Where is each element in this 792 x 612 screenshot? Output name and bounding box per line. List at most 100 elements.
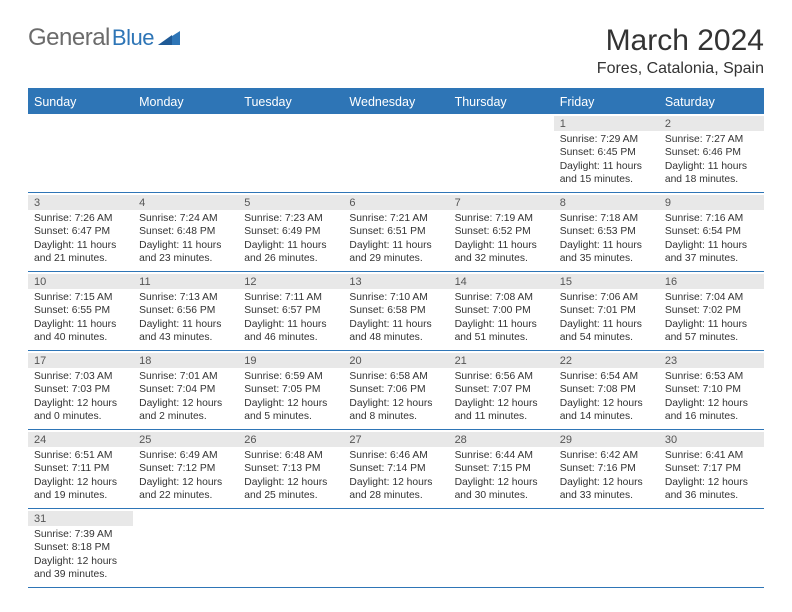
- sunset-line: Sunset: 6:54 PM: [665, 225, 758, 238]
- day-empty: [133, 509, 238, 587]
- sunset-line: Sunset: 7:02 PM: [665, 304, 758, 317]
- sunset-line: Sunset: 6:52 PM: [455, 225, 548, 238]
- weekday-saturday: Saturday: [659, 90, 764, 114]
- week-row: 31Sunrise: 7:39 AMSunset: 8:18 PMDayligh…: [28, 509, 764, 588]
- day-number: 15: [554, 274, 659, 289]
- day-5: 5Sunrise: 7:23 AMSunset: 6:49 PMDaylight…: [238, 193, 343, 271]
- sunset-line: Sunset: 6:58 PM: [349, 304, 442, 317]
- sunrise-line: Sunrise: 7:23 AM: [244, 212, 337, 225]
- daylight-line: Daylight: 12 hours and 14 minutes.: [560, 397, 653, 424]
- day-number: 9: [659, 195, 764, 210]
- sunset-line: Sunset: 7:16 PM: [560, 462, 653, 475]
- day-number: 25: [133, 432, 238, 447]
- day-10: 10Sunrise: 7:15 AMSunset: 6:55 PMDayligh…: [28, 272, 133, 350]
- weekday-wednesday: Wednesday: [343, 90, 448, 114]
- sunset-line: Sunset: 7:14 PM: [349, 462, 442, 475]
- sunset-line: Sunset: 7:05 PM: [244, 383, 337, 396]
- day-17: 17Sunrise: 7:03 AMSunset: 7:03 PMDayligh…: [28, 351, 133, 429]
- sunrise-line: Sunrise: 7:11 AM: [244, 291, 337, 304]
- sunrise-line: Sunrise: 6:49 AM: [139, 449, 232, 462]
- sunset-line: Sunset: 7:10 PM: [665, 383, 758, 396]
- sunrise-line: Sunrise: 7:10 AM: [349, 291, 442, 304]
- daylight-line: Daylight: 12 hours and 25 minutes.: [244, 476, 337, 503]
- day-number: 3: [28, 195, 133, 210]
- sunset-line: Sunset: 6:45 PM: [560, 146, 653, 159]
- daylight-line: Daylight: 12 hours and 33 minutes.: [560, 476, 653, 503]
- day-number: 6: [343, 195, 448, 210]
- daylight-line: Daylight: 11 hours and 15 minutes.: [560, 160, 653, 187]
- sunset-line: Sunset: 7:15 PM: [455, 462, 548, 475]
- day-26: 26Sunrise: 6:48 AMSunset: 7:13 PMDayligh…: [238, 430, 343, 508]
- sunrise-line: Sunrise: 6:48 AM: [244, 449, 337, 462]
- sunrise-line: Sunrise: 7:04 AM: [665, 291, 758, 304]
- daylight-line: Daylight: 12 hours and 16 minutes.: [665, 397, 758, 424]
- weekday-monday: Monday: [133, 90, 238, 114]
- sunset-line: Sunset: 6:51 PM: [349, 225, 442, 238]
- sunrise-line: Sunrise: 6:54 AM: [560, 370, 653, 383]
- sunrise-line: Sunrise: 7:27 AM: [665, 133, 758, 146]
- sunrise-line: Sunrise: 7:26 AM: [34, 212, 127, 225]
- sunset-line: Sunset: 7:01 PM: [560, 304, 653, 317]
- daylight-line: Daylight: 11 hours and 21 minutes.: [34, 239, 127, 266]
- sunrise-line: Sunrise: 7:24 AM: [139, 212, 232, 225]
- day-25: 25Sunrise: 6:49 AMSunset: 7:12 PMDayligh…: [133, 430, 238, 508]
- logo-text-general: General: [28, 24, 110, 52]
- sunrise-line: Sunrise: 6:53 AM: [665, 370, 758, 383]
- day-number: 11: [133, 274, 238, 289]
- sunset-line: Sunset: 7:06 PM: [349, 383, 442, 396]
- day-20: 20Sunrise: 6:58 AMSunset: 7:06 PMDayligh…: [343, 351, 448, 429]
- logo: General Blue: [28, 24, 180, 52]
- daylight-line: Daylight: 12 hours and 19 minutes.: [34, 476, 127, 503]
- daylight-line: Daylight: 11 hours and 46 minutes.: [244, 318, 337, 345]
- day-16: 16Sunrise: 7:04 AMSunset: 7:02 PMDayligh…: [659, 272, 764, 350]
- day-28: 28Sunrise: 6:44 AMSunset: 7:15 PMDayligh…: [449, 430, 554, 508]
- day-number: 23: [659, 353, 764, 368]
- sunrise-line: Sunrise: 7:01 AM: [139, 370, 232, 383]
- sunset-line: Sunset: 7:08 PM: [560, 383, 653, 396]
- calendar: SundayMondayTuesdayWednesdayThursdayFrid…: [28, 88, 764, 588]
- sunrise-line: Sunrise: 6:51 AM: [34, 449, 127, 462]
- week-row: 24Sunrise: 6:51 AMSunset: 7:11 PMDayligh…: [28, 430, 764, 509]
- location: Fores, Catalonia, Spain: [597, 60, 764, 78]
- sunrise-line: Sunrise: 6:56 AM: [455, 370, 548, 383]
- sunset-line: Sunset: 6:55 PM: [34, 304, 127, 317]
- sunset-line: Sunset: 7:11 PM: [34, 462, 127, 475]
- sunset-line: Sunset: 6:46 PM: [665, 146, 758, 159]
- day-number: 7: [449, 195, 554, 210]
- sunrise-line: Sunrise: 7:21 AM: [349, 212, 442, 225]
- day-number: 16: [659, 274, 764, 289]
- daylight-line: Daylight: 11 hours and 32 minutes.: [455, 239, 548, 266]
- day-22: 22 Sunrise: 6:54 AMSunset: 7:08 PMDayligh…: [554, 351, 659, 429]
- day-1: 1Sunrise: 7:29 AMSunset: 6:45 PMDaylight…: [554, 114, 659, 192]
- day-7: 7Sunrise: 7:19 AMSunset: 6:52 PMDaylight…: [449, 193, 554, 271]
- day-number: 1: [554, 116, 659, 131]
- day-empty: [343, 114, 448, 192]
- day-8: 8Sunrise: 7:18 AMSunset: 6:53 PMDaylight…: [554, 193, 659, 271]
- sunset-line: Sunset: 6:49 PM: [244, 225, 337, 238]
- daylight-line: Daylight: 11 hours and 40 minutes.: [34, 318, 127, 345]
- day-number: 5: [238, 195, 343, 210]
- day-number: 18: [133, 353, 238, 368]
- day-empty: [554, 509, 659, 587]
- daylight-line: Daylight: 11 hours and 23 minutes.: [139, 239, 232, 266]
- daylight-line: Daylight: 11 hours and 51 minutes.: [455, 318, 548, 345]
- day-number: 22: [554, 353, 659, 368]
- day-15: 15Sunrise: 7:06 AMSunset: 7:01 PMDayligh…: [554, 272, 659, 350]
- sunset-line: Sunset: 6:56 PM: [139, 304, 232, 317]
- day-number: 2: [659, 116, 764, 131]
- sunrise-line: Sunrise: 6:58 AM: [349, 370, 442, 383]
- day-2: 2Sunrise: 7:27 AMSunset: 6:46 PMDaylight…: [659, 114, 764, 192]
- sunrise-line: Sunrise: 6:42 AM: [560, 449, 653, 462]
- day-number: 12: [238, 274, 343, 289]
- day-empty: [449, 114, 554, 192]
- daylight-line: Daylight: 12 hours and 22 minutes.: [139, 476, 232, 503]
- day-24: 24Sunrise: 6:51 AMSunset: 7:11 PMDayligh…: [28, 430, 133, 508]
- sunset-line: Sunset: 6:48 PM: [139, 225, 232, 238]
- day-12: 12Sunrise: 7:11 AMSunset: 6:57 PMDayligh…: [238, 272, 343, 350]
- daylight-line: Daylight: 11 hours and 54 minutes.: [560, 318, 653, 345]
- daylight-line: Daylight: 12 hours and 28 minutes.: [349, 476, 442, 503]
- sunset-line: Sunset: 7:04 PM: [139, 383, 232, 396]
- day-3: 3Sunrise: 7:26 AMSunset: 6:47 PMDaylight…: [28, 193, 133, 271]
- sunrise-line: Sunrise: 7:39 AM: [34, 528, 127, 541]
- day-18: 18Sunrise: 7:01 AMSunset: 7:04 PMDayligh…: [133, 351, 238, 429]
